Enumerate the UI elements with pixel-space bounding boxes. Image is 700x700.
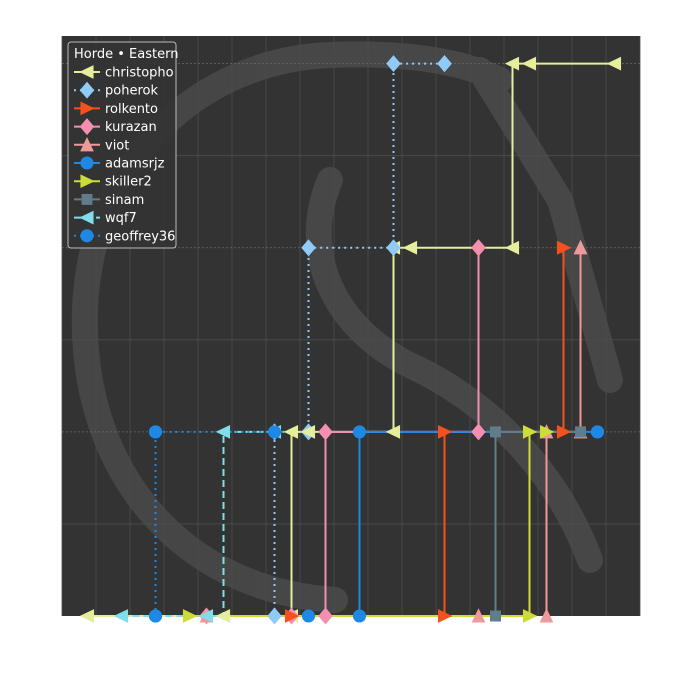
point-kurazan — [318, 607, 333, 625]
point-geoffrey36 — [148, 425, 163, 439]
point-rolkento — [284, 609, 300, 623]
legend-swatch-marker — [79, 81, 95, 99]
point-christopho — [402, 240, 418, 255]
point-kurazan — [471, 239, 486, 257]
point-christopho — [385, 425, 401, 439]
legend-label: sinam — [105, 193, 144, 208]
series-line-geoffrey36 — [154, 430, 275, 616]
legend-item-christopho: christopho — [74, 65, 174, 81]
point-wqf7 — [215, 425, 231, 439]
legend-title: Horde • Eastern — [74, 47, 178, 62]
legend-label: viot — [105, 138, 129, 153]
point-viot — [471, 608, 486, 623]
legend-label: poherok — [105, 84, 158, 99]
point-rolkento — [556, 425, 572, 439]
point-poherok — [437, 55, 452, 73]
legend-swatch-marker — [79, 118, 95, 136]
point-christopho — [504, 56, 520, 71]
legend-box — [67, 41, 177, 249]
legend-label: adamsrjz — [105, 157, 165, 172]
legend-item-skiller2: skiller2 — [74, 174, 152, 190]
grid — [61, 36, 641, 616]
point-adamsrjz — [301, 609, 316, 623]
legend-swatch-marker — [80, 174, 95, 189]
series-geoffrey36 — [154, 430, 275, 616]
legend-item-poherok: poherok — [74, 81, 158, 99]
point-viot — [539, 608, 554, 623]
legend-label: wqf7 — [105, 211, 137, 226]
point-wqf7 — [198, 609, 214, 623]
point-poherok — [301, 239, 316, 257]
legend-item-sinam: sinam — [74, 193, 144, 208]
point-christopho — [283, 425, 299, 439]
legend-swatch-marker — [80, 156, 94, 170]
legend-label: geoffrey36 — [105, 229, 175, 244]
legend-items: christopho poherok rolkento kurazan viot adam… — [74, 65, 175, 244]
legend-item-rolkento: rolkento — [74, 101, 158, 117]
marker-layer — [79, 55, 622, 625]
point-adamsrjz — [352, 609, 367, 623]
legend-swatch-marker — [81, 193, 93, 205]
legend-swatch-marker — [80, 101, 95, 116]
series-line-christopho — [87, 62, 615, 617]
point-rolkento — [437, 609, 453, 623]
point-viot — [573, 239, 588, 255]
legend-swatch-marker — [80, 137, 94, 152]
point-skiller2 — [182, 609, 198, 623]
legend-label: skiller2 — [105, 175, 152, 190]
point-sinam — [490, 610, 501, 622]
point-geoffrey36 — [148, 609, 163, 623]
point-skiller2 — [522, 425, 538, 439]
point-skiller2 — [522, 609, 538, 623]
legend-item-adamsrjz: adamsrjz — [74, 156, 165, 172]
point-christopho — [521, 56, 537, 71]
point-christopho — [215, 609, 231, 623]
point-skiller2 — [539, 425, 555, 439]
point-sinam — [575, 426, 586, 438]
point-wqf7 — [113, 609, 129, 623]
legend-label: kurazan — [105, 120, 157, 135]
legend-label: christopho — [105, 66, 174, 81]
point-adamsrjz — [590, 425, 605, 439]
point-poherok — [386, 239, 401, 257]
legend-swatch-marker — [79, 210, 94, 225]
legend-label: rolkento — [105, 102, 158, 117]
point-christopho — [606, 56, 622, 71]
point-sinam — [490, 426, 501, 438]
legend-item-geoffrey36: geoffrey36 — [74, 229, 175, 244]
point-christopho — [79, 609, 95, 623]
point-rolkento — [437, 425, 453, 439]
point-poherok — [267, 607, 282, 625]
legend-item-viot: viot — [74, 137, 129, 153]
point-geoffrey36 — [267, 425, 282, 439]
legend-swatch-marker — [80, 229, 94, 243]
legend-item-kurazan: kurazan — [74, 118, 157, 136]
legend: Horde • Eastern christopho poherok rolkent… — [67, 41, 178, 249]
legend-swatch-marker — [79, 65, 94, 79]
point-adamsrjz — [352, 425, 367, 439]
point-rolkento — [556, 240, 572, 255]
point-christopho — [504, 240, 520, 255]
legend-item-wqf7: wqf7 — [74, 210, 137, 226]
point-poherok — [386, 55, 401, 73]
series-christopho — [87, 62, 615, 617]
point-kurazan — [318, 423, 333, 441]
point-christopho — [300, 425, 316, 439]
point-kurazan — [471, 423, 486, 441]
